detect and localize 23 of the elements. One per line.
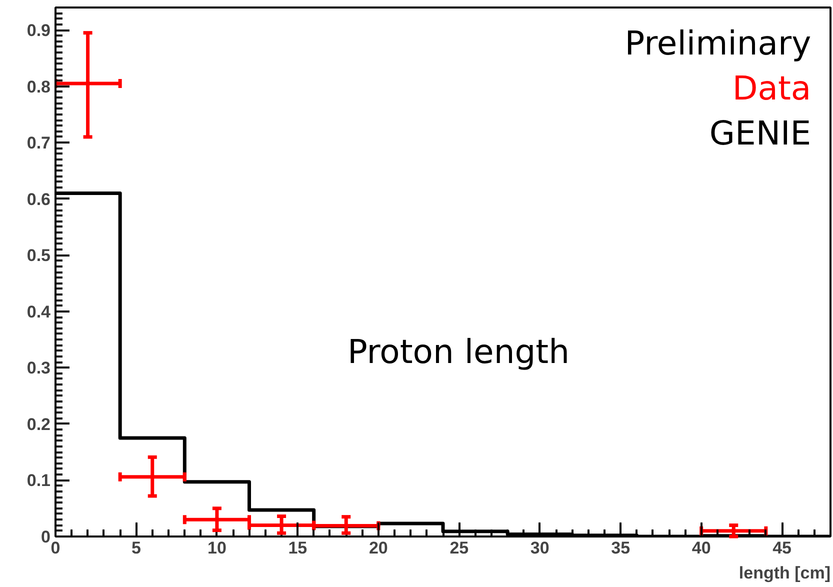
y-tick-label: 0.1 (26, 471, 51, 490)
x-tick-label: 35 (611, 538, 630, 558)
text: GENIE (709, 113, 812, 152)
y-tick-label: 0.3 (26, 358, 51, 378)
annotation: Proton length (347, 332, 570, 371)
y-tick-label: 0.9 (26, 21, 51, 40)
y-tick-label: 0.6 (26, 190, 51, 209)
x-tick-label: 10 (208, 538, 226, 558)
y-tick-label: 0.7 (26, 134, 51, 153)
y-tick-label: 0.8 (26, 77, 51, 96)
x-tick-label: 30 (530, 538, 550, 558)
annotation: Preliminary (624, 23, 812, 62)
y-tick-label: 0.4 (26, 302, 52, 322)
y-tick-label: 0.2 (26, 414, 51, 434)
y-tick-label: 0.5 (26, 246, 51, 266)
x-tick-label: 5 (132, 538, 141, 558)
x-axis-title: length [cm] (738, 564, 830, 582)
x-tick-label: 15 (288, 538, 308, 558)
x-tick-label: 20 (368, 538, 388, 558)
x-tick-label: 25 (450, 538, 469, 558)
x-tick-label: 45 (772, 538, 792, 558)
text: Data (732, 68, 812, 108)
x-tick-label: 40 (692, 538, 711, 558)
